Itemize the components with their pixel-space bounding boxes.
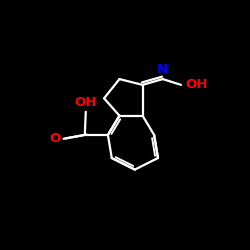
Text: OH: OH [185,78,207,91]
Text: OH: OH [74,96,97,109]
Text: O: O [49,132,60,145]
Text: N: N [157,63,168,76]
